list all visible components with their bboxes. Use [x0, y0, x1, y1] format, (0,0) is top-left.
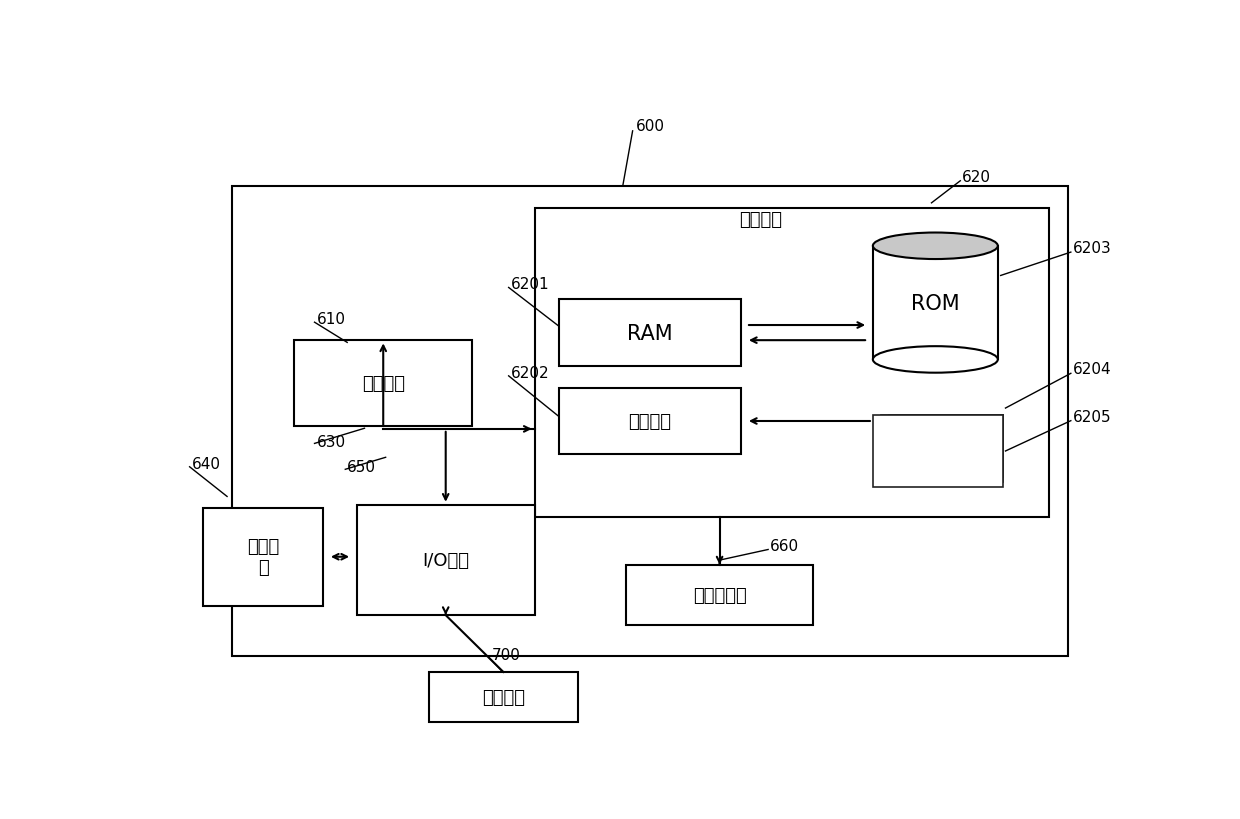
Bar	[203, 508, 324, 606]
Bar	[558, 300, 742, 366]
Text: 640: 640	[191, 456, 221, 472]
Bar	[873, 247, 998, 360]
Text: I/O接口: I/O接口	[422, 551, 469, 569]
Bar	[873, 415, 1003, 487]
Text: 显示单
元: 显示单 元	[247, 538, 279, 577]
Text: RAM: RAM	[627, 324, 673, 343]
Text: 高速缓存: 高速缓存	[629, 413, 671, 431]
Text: 610: 610	[316, 311, 346, 327]
Bar	[889, 415, 1003, 477]
Text: 6205: 6205	[1073, 410, 1111, 424]
Text: 6201: 6201	[511, 277, 549, 292]
Ellipse shape	[873, 233, 998, 260]
Text: 外部设备: 外部设备	[482, 689, 525, 706]
Bar	[294, 341, 472, 426]
Text: ROM: ROM	[911, 293, 960, 313]
Ellipse shape	[873, 346, 998, 373]
Text: 6204: 6204	[1073, 362, 1111, 377]
Bar	[558, 388, 742, 455]
Bar	[534, 209, 1049, 518]
Bar	[232, 187, 1068, 656]
Bar	[897, 415, 1003, 473]
Text: 700: 700	[491, 647, 521, 662]
Text: 620: 620	[962, 170, 991, 184]
Text: 630: 630	[316, 435, 346, 450]
Bar	[357, 505, 534, 615]
Text: 6202: 6202	[511, 365, 549, 380]
Text: 6203: 6203	[1073, 241, 1111, 256]
Bar	[429, 672, 578, 722]
Text: 650: 650	[347, 459, 376, 475]
Text: 存储单元: 存储单元	[739, 210, 782, 229]
Bar	[882, 415, 1003, 482]
Text: 600: 600	[635, 120, 665, 134]
Text: 网络适配器: 网络适配器	[693, 586, 746, 604]
Bar	[626, 565, 813, 625]
Text: 660: 660	[770, 539, 799, 554]
Text: 处理单元: 处理单元	[362, 374, 404, 392]
